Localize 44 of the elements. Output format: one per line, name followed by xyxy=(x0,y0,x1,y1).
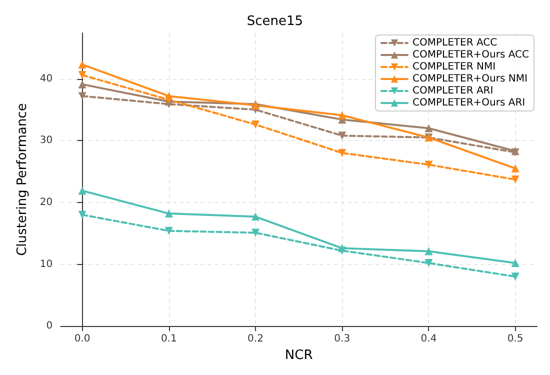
point xyxy=(338,132,346,140)
point xyxy=(164,92,173,100)
y-tick-label: 40 xyxy=(40,73,53,84)
point xyxy=(78,60,86,69)
point xyxy=(511,176,520,184)
x-tick-label: 0.0 xyxy=(74,334,90,345)
point xyxy=(424,259,433,268)
point xyxy=(78,80,86,88)
legend-label: COMPLETER+Ours ARI xyxy=(412,98,526,108)
point xyxy=(252,120,260,129)
chart-title: Scene15 xyxy=(246,14,304,29)
legend-label: COMPLETER+Ours ACC xyxy=(412,50,530,60)
x-tick-label: 0.3 xyxy=(334,334,350,345)
point xyxy=(252,228,260,237)
point xyxy=(424,124,433,132)
x-tick-label: 0.5 xyxy=(507,334,524,345)
legend-label: COMPLETER+Ours NMI xyxy=(412,74,528,84)
point xyxy=(78,92,86,100)
x-tick-label: 0.4 xyxy=(420,334,437,345)
y-axis-title: Clustering Performance xyxy=(15,103,30,256)
point xyxy=(78,186,86,195)
point xyxy=(338,148,346,157)
point xyxy=(511,272,520,281)
point xyxy=(511,164,520,172)
legend-label: COMPLETER ACC xyxy=(412,38,498,48)
legend-label: COMPLETER ARI xyxy=(412,86,494,96)
point xyxy=(252,212,260,221)
point xyxy=(424,247,433,256)
point xyxy=(164,226,173,235)
point xyxy=(511,259,520,268)
point xyxy=(424,160,433,169)
point xyxy=(78,71,86,80)
point xyxy=(338,111,346,120)
x-tick-label: 0.1 xyxy=(160,334,177,345)
point xyxy=(78,210,86,219)
legend-label: COMPLETER NMI xyxy=(412,62,496,72)
y-tick-label: 0 xyxy=(46,320,53,332)
x-tick-label: 0.2 xyxy=(248,334,264,345)
x-axis-title: NCR xyxy=(284,348,313,363)
y-tick-label: 10 xyxy=(40,258,53,270)
point xyxy=(164,210,173,218)
point xyxy=(338,244,346,252)
y-tick-label: 20 xyxy=(40,196,53,208)
y-tick-label: 30 xyxy=(40,135,53,146)
